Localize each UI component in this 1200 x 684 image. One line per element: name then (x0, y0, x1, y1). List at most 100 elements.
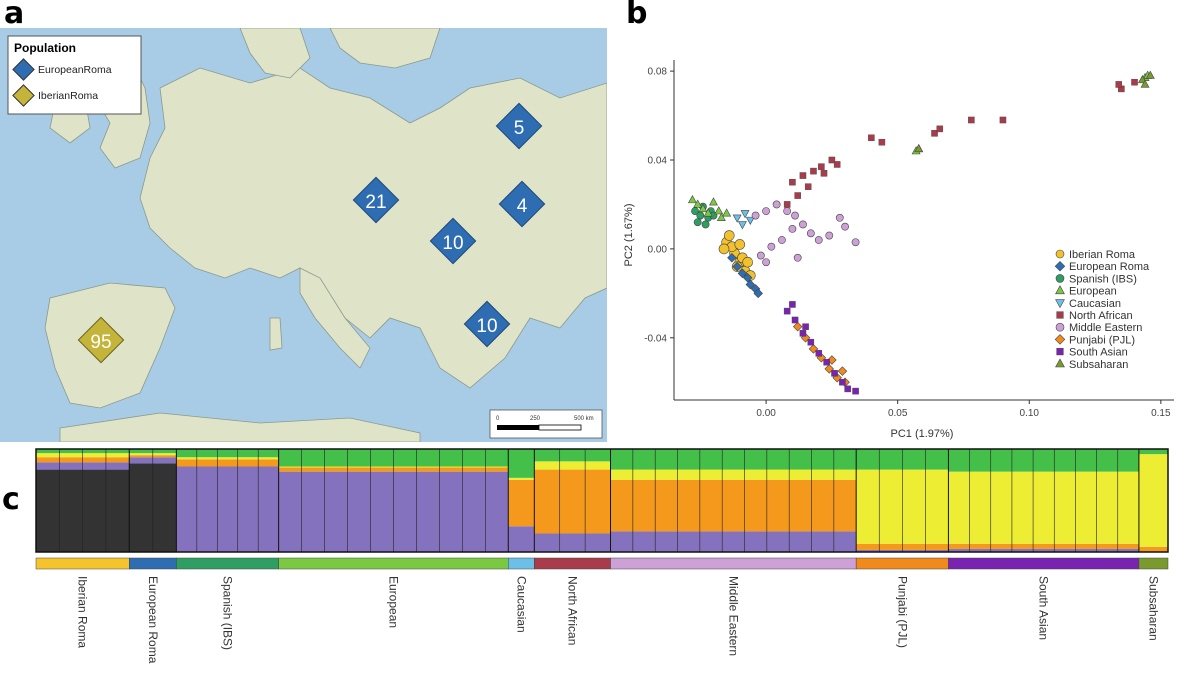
pca-y-axis-label: PC2 (1.67%) (623, 204, 635, 267)
pca-x-axis-label: PC1 (1.97%) (891, 428, 954, 440)
admix-group-bar-south-asian (948, 557, 1140, 570)
admix-segment-south-asian (948, 471, 1139, 544)
pca-point-north-african (799, 172, 807, 179)
pca-point-spanish-ibs (701, 220, 710, 229)
pca-point-south-asian (807, 338, 815, 346)
scale-tick-0: 0 (496, 416, 500, 422)
pca-point-middle-eastern (772, 200, 781, 209)
pca-point-south-asian (823, 358, 830, 366)
italy (299, 267, 371, 369)
pca-legend-marker-subsaharan (1055, 358, 1065, 368)
admix-segment-caucasian (508, 477, 535, 480)
pca-point-middle-eastern (841, 222, 849, 231)
pca-point-middle-eastern (791, 211, 799, 220)
pca-point-spanish-ibs (693, 218, 702, 227)
pca-point-south-asian (802, 323, 809, 330)
pca-point-middle-eastern (851, 238, 860, 247)
map-marker-10-central: 10 (429, 217, 477, 265)
admix-group-label-subsaharan: Subsaharan (1146, 576, 1160, 641)
pca-point-north-african (833, 161, 841, 168)
pca-legend-label-iberian-roma: Iberian Roma (1069, 249, 1136, 261)
pca-point-european (698, 203, 708, 213)
pca-point-caucasian (737, 221, 747, 230)
pca-legend-label-spanish-ibs: Spanish (IBS) (1069, 273, 1137, 285)
pca-point-north-african (818, 163, 825, 170)
pca-legend-label-middle-eastern: Middle Eastern (1069, 322, 1142, 334)
pca-point-european (716, 212, 726, 221)
admix-segment-subsaharan (1138, 449, 1168, 455)
pca-point-middle-eastern (814, 236, 823, 244)
admix-group-label-south-asian: South Asian (1037, 576, 1051, 640)
pca-x-tick-label: 0.05 (888, 408, 908, 419)
pca-legend-marker-punjabi-pjl (1054, 334, 1066, 345)
map-marker-label: 5 (514, 118, 525, 139)
pca-point-european (714, 206, 724, 215)
pca-point-north-african (789, 178, 796, 186)
pca-legend-marker-iberian-roma (1055, 249, 1065, 259)
pca-point-south-asian (791, 316, 799, 324)
pca-x-tick-label: 0.10 (1020, 408, 1040, 419)
pca-point-european-roma (727, 253, 737, 263)
admix-segment-subsaharan (1138, 546, 1168, 552)
legend-diamond-european-roma (12, 58, 35, 81)
admix-group-bar-spanish-ibs (176, 557, 279, 570)
pca-point-north-african (820, 170, 828, 177)
pca-point-subsaharan (1145, 70, 1155, 79)
admix-segment-middle-eastern (610, 479, 857, 532)
scale-tick-250: 250 (530, 416, 541, 422)
admix-group-bar-european (278, 557, 509, 570)
pca-legend-label-european-roma: European Roma (1069, 261, 1150, 273)
map-marker-5: 5 (495, 102, 543, 150)
map-marker-label: 4 (517, 196, 528, 217)
pca-legend-label-punjabi-pjl: Punjabi (PJL) (1069, 334, 1135, 346)
admix-segment-south-asian (948, 449, 1139, 472)
pca-point-middle-eastern (751, 211, 760, 220)
admix-segment-caucasian (508, 449, 535, 478)
legend-diamond-iberian-roma (12, 84, 35, 107)
pca-y-tick-label: 0.08 (648, 67, 668, 78)
admix-segment-north-african (534, 533, 611, 552)
pca-point-south-asian (852, 387, 859, 395)
pca-legend-label-caucasian: Caucasian (1069, 298, 1121, 310)
pca-point-middle-eastern (767, 242, 776, 251)
pca-point-north-african (783, 201, 791, 208)
map-marker-label: 10 (476, 316, 497, 337)
admix-segment-caucasian (508, 479, 535, 527)
scale-bar: 0 250 500 km (489, 409, 603, 439)
pca-point-middle-eastern (783, 207, 792, 216)
admix-group-bar-punjabi-pjl (855, 557, 949, 570)
pca-point-north-african (968, 116, 975, 124)
pca-point-caucasian (732, 214, 742, 223)
pca-y-tick-label: 0.04 (648, 156, 668, 167)
pca-point-north-african (804, 183, 812, 190)
pca-point-middle-eastern (799, 220, 807, 229)
pca-x-tick-label: 0.15 (1151, 408, 1171, 419)
pca-point-iberian-roma (718, 243, 730, 255)
admix-group-bar-subsaharan (1138, 557, 1169, 570)
pca-point-south-asian (844, 385, 851, 393)
panel-label-c: c (2, 482, 20, 517)
pca-point-middle-eastern (788, 224, 797, 233)
pca-legend-marker-caucasian (1055, 299, 1065, 309)
pca-point-south-asian (783, 307, 791, 315)
pca-legend-marker-spanish-ibs (1055, 274, 1065, 283)
pca-point-north-african (868, 134, 875, 142)
admix-group-label-caucasian: Caucasian (514, 576, 528, 633)
admix-group-bar-middle-eastern (610, 557, 857, 570)
admix-group-bar-iberian-roma (35, 557, 130, 570)
pca-point-middle-eastern (777, 236, 786, 244)
admix-segment-spanish-ibs (176, 449, 279, 458)
pca-y-tick-label: 0.00 (648, 244, 668, 255)
admix-frame (35, 448, 1169, 553)
pca-point-punjabi-pjl (792, 321, 803, 332)
pca-point-subsaharan (1140, 79, 1150, 88)
pca-legend-marker-north-african (1056, 311, 1064, 319)
map-marker-10-balkans: 10 (463, 300, 511, 348)
pca-legend-marker-european-roma (1054, 260, 1066, 272)
admix-segment-middle-eastern (610, 469, 857, 480)
panel-label-a: a (4, 0, 25, 31)
admix-segment-middle-eastern (610, 449, 857, 470)
map-marker-label: 21 (365, 192, 386, 213)
pca-point-punjabi-pjl (837, 366, 848, 376)
pca-point-european (709, 197, 718, 206)
